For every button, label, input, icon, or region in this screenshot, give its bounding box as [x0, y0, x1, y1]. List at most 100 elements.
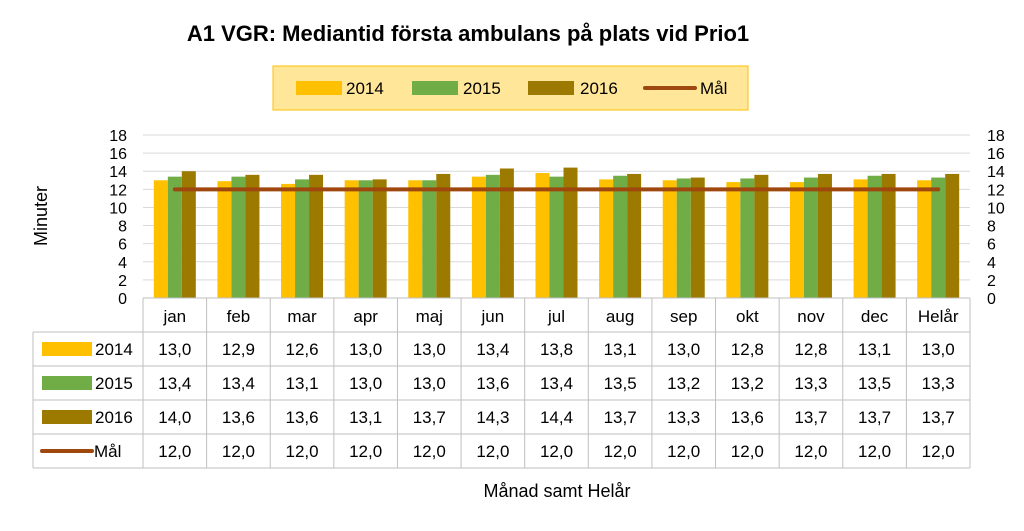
- data-label: 12,8: [794, 340, 827, 359]
- data-label: 12,6: [285, 340, 318, 359]
- secondary-y-tick-label: 10: [987, 200, 1005, 217]
- data-label: 12,0: [922, 442, 955, 461]
- data-label: 12,0: [222, 442, 255, 461]
- secondary-y-tick-label: 2: [987, 273, 996, 290]
- table-key-2014: [42, 342, 92, 356]
- legend-label: 2014: [346, 79, 384, 98]
- bar-2015-maj: [422, 180, 437, 298]
- secondary-y-tick-label: 4: [987, 255, 996, 272]
- bar-2014-jan: [153, 180, 168, 298]
- y-tick-label: 4: [118, 255, 127, 272]
- data-label: 13,1: [349, 408, 382, 427]
- data-label: 13,7: [794, 408, 827, 427]
- bar-2016-jan: [181, 171, 196, 298]
- legend-swatch-2015: [412, 81, 458, 95]
- secondary-y-tick-label: 0: [987, 291, 996, 308]
- bar-2014-jun: [471, 176, 486, 298]
- data-label: 13,3: [667, 408, 700, 427]
- y-tick-label: 14: [109, 164, 127, 181]
- x-tick-label: sep: [670, 307, 697, 326]
- bar-2016-maj: [436, 173, 451, 298]
- data-label: 13,4: [222, 374, 255, 393]
- data-label: 13,5: [858, 374, 891, 393]
- data-label: 12,0: [794, 442, 827, 461]
- bar-2015-jun: [485, 174, 500, 298]
- y-tick-label: 2: [118, 273, 127, 290]
- secondary-y-tick-label: 18: [987, 128, 1005, 145]
- x-tick-label: nov: [797, 307, 825, 326]
- data-label: 13,1: [285, 374, 318, 393]
- data-label: 13,7: [922, 408, 955, 427]
- bar-2016-okt: [754, 174, 769, 298]
- legend-swatch-2016: [528, 81, 574, 95]
- secondary-y-tick-label: 8: [987, 219, 996, 236]
- y-tick-label: 0: [118, 291, 127, 308]
- data-label: 13,2: [667, 374, 700, 393]
- data-label: 13,0: [349, 374, 382, 393]
- bar-2014-Helår: [917, 180, 932, 298]
- bar-2016-aug: [627, 173, 642, 298]
- bar-2014-maj: [408, 180, 423, 298]
- secondary-y-tick-label: 14: [987, 164, 1005, 181]
- bar-2014-aug: [599, 179, 614, 298]
- table-series-name: 2014: [95, 340, 133, 359]
- data-label: 13,6: [476, 374, 509, 393]
- data-label: 12,0: [413, 442, 446, 461]
- x-tick-label: feb: [227, 307, 251, 326]
- data-label: 13,0: [158, 340, 191, 359]
- legend-label: 2016: [580, 79, 618, 98]
- bar-2016-feb: [245, 174, 260, 298]
- bar-2016-dec: [881, 173, 896, 298]
- legend-swatch-2014: [296, 81, 342, 95]
- y-axis-label: Minuter: [31, 186, 51, 246]
- data-label: 13,0: [922, 340, 955, 359]
- bar-2015-jul: [549, 176, 564, 298]
- legend: 2014 2015 2016 Mål: [272, 65, 749, 111]
- data-label: 12,0: [731, 442, 764, 461]
- bar-2014-nov: [789, 182, 804, 298]
- table-key-2015: [42, 376, 92, 390]
- bar-2015-apr: [358, 180, 373, 298]
- data-label: 13,6: [285, 408, 318, 427]
- data-label: 13,4: [158, 374, 191, 393]
- x-tick-label: aug: [606, 307, 634, 326]
- data-label: 13,3: [794, 374, 827, 393]
- bar-2015-sep: [676, 178, 691, 298]
- bar-2015-jan: [167, 176, 182, 298]
- table-series-name: 2016: [95, 408, 133, 427]
- x-tick-label: maj: [416, 307, 443, 326]
- data-label: 13,4: [476, 340, 509, 359]
- table-series-name: Mål: [94, 442, 121, 461]
- bar-2014-apr: [344, 180, 359, 298]
- data-label: 13,4: [540, 374, 573, 393]
- bar-2014-mar: [281, 183, 296, 298]
- secondary-y-tick-label: 16: [987, 146, 1005, 163]
- x-tick-label: Helår: [918, 307, 959, 326]
- secondary-y-tick-label: 12: [987, 182, 1005, 199]
- y-tick-label: 6: [118, 237, 127, 254]
- x-tick-label: apr: [353, 307, 378, 326]
- data-label: 13,7: [604, 408, 637, 427]
- data-label: 13,2: [731, 374, 764, 393]
- y-tick-label: 18: [109, 128, 127, 145]
- bar-2016-nov: [817, 173, 832, 298]
- bar-2015-mar: [295, 179, 310, 298]
- data-label: 13,7: [858, 408, 891, 427]
- data-label: 13,6: [731, 408, 764, 427]
- data-label: 13,8: [540, 340, 573, 359]
- bar-2015-Helår: [931, 177, 946, 298]
- data-label: 13,1: [604, 340, 637, 359]
- data-label: 12,0: [349, 442, 382, 461]
- bar-2016-apr: [372, 179, 387, 298]
- x-tick-label: jun: [481, 307, 505, 326]
- data-label: 13,0: [413, 374, 446, 393]
- bar-2015-aug: [613, 175, 628, 298]
- data-label: 12,0: [285, 442, 318, 461]
- x-tick-label: jan: [162, 307, 186, 326]
- data-label: 12,0: [667, 442, 700, 461]
- bars: [153, 167, 960, 298]
- y-tick-label: 16: [109, 146, 127, 163]
- bar-2016-mar: [309, 174, 324, 298]
- data-label: 12,0: [540, 442, 573, 461]
- data-label: 12,8: [731, 340, 764, 359]
